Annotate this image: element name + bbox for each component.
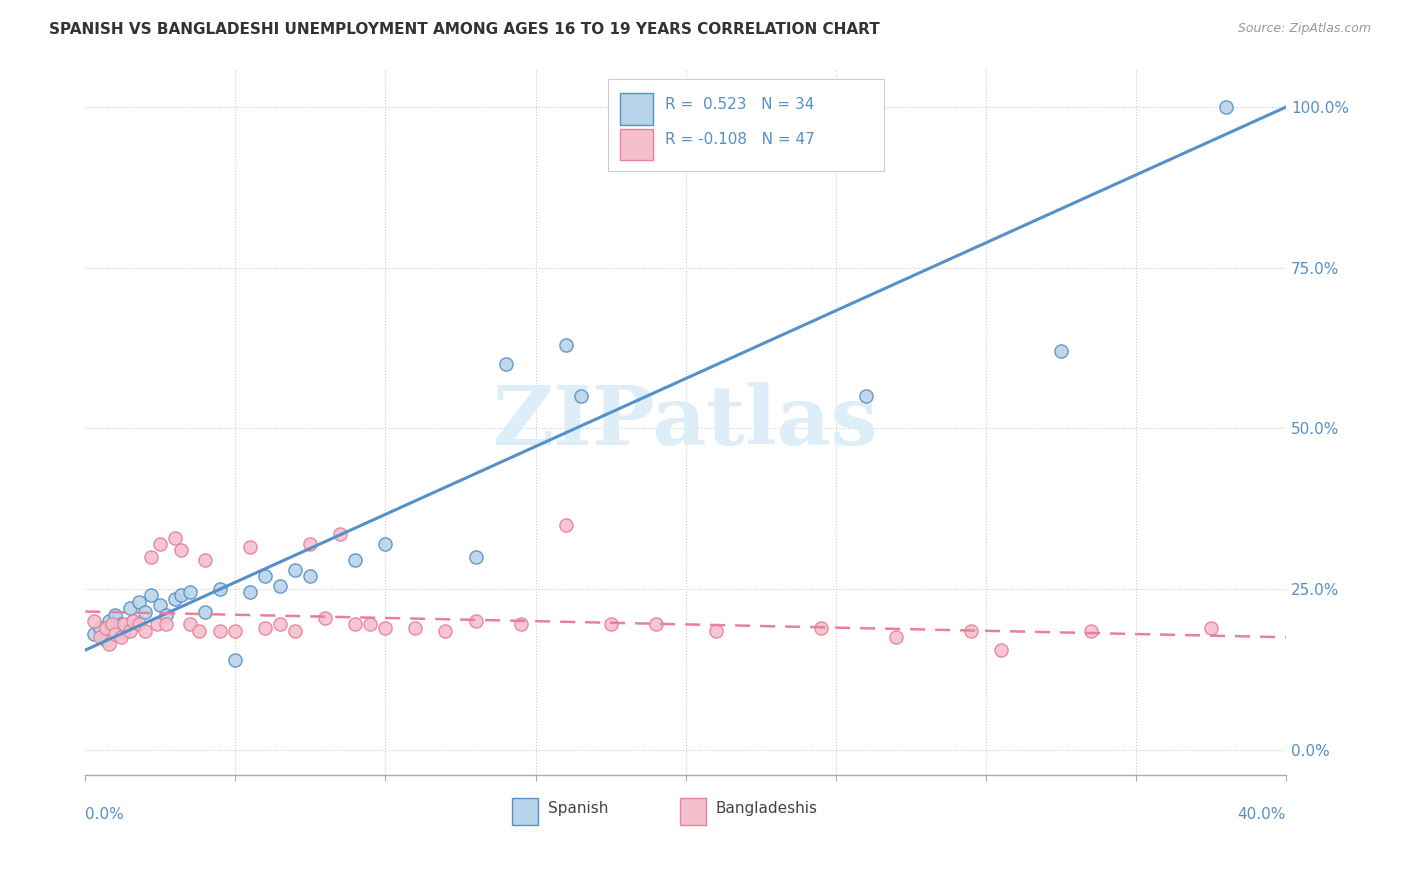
Point: [141, 589, 163, 603]
Point: [89, 630, 111, 644]
Point: [101, 617, 124, 632]
Point: [284, 563, 307, 577]
Point: [344, 617, 367, 632]
Point: [1199, 621, 1222, 635]
Point: [374, 537, 396, 551]
Point: [884, 630, 907, 644]
Point: [155, 617, 177, 632]
Point: [1215, 100, 1237, 114]
Point: [284, 624, 307, 638]
Text: Source: ZipAtlas.com: Source: ZipAtlas.com: [1237, 22, 1371, 36]
Point: [704, 624, 727, 638]
Point: [209, 624, 232, 638]
Point: [254, 621, 277, 635]
Point: [155, 607, 177, 622]
FancyBboxPatch shape: [512, 798, 538, 825]
Point: [170, 589, 193, 603]
Point: [110, 630, 132, 644]
Point: [569, 389, 592, 403]
Point: [120, 601, 142, 615]
FancyBboxPatch shape: [607, 79, 884, 171]
Point: [359, 617, 381, 632]
Point: [464, 614, 486, 628]
Point: [495, 357, 517, 371]
Point: [239, 541, 262, 555]
Point: [810, 621, 832, 635]
Point: [314, 611, 336, 625]
Point: [83, 614, 105, 628]
Point: [179, 585, 201, 599]
Point: [855, 389, 877, 403]
FancyBboxPatch shape: [620, 94, 654, 125]
Text: R = -0.108   N = 47: R = -0.108 N = 47: [665, 132, 815, 147]
Point: [209, 582, 232, 596]
Point: [959, 624, 981, 638]
Point: [188, 624, 211, 638]
Point: [122, 614, 145, 628]
Point: [329, 527, 352, 541]
Point: [96, 633, 118, 648]
Point: [122, 614, 145, 628]
Point: [990, 643, 1012, 657]
Point: [149, 537, 172, 551]
Point: [224, 624, 246, 638]
Point: [98, 637, 121, 651]
Point: [344, 553, 367, 567]
Text: Bangladeshis: Bangladeshis: [716, 801, 818, 816]
Point: [96, 621, 118, 635]
Point: [98, 614, 121, 628]
Point: [141, 549, 163, 564]
Point: [509, 617, 531, 632]
Point: [134, 624, 156, 638]
Point: [165, 591, 187, 606]
Point: [554, 338, 576, 352]
Text: 40.0%: 40.0%: [1237, 806, 1286, 822]
Point: [194, 605, 217, 619]
Point: [599, 617, 621, 632]
Point: [170, 543, 193, 558]
Point: [254, 569, 277, 583]
Point: [374, 621, 396, 635]
Point: [194, 553, 217, 567]
Point: [83, 627, 105, 641]
Point: [104, 607, 127, 622]
FancyBboxPatch shape: [620, 128, 654, 161]
Text: R =  0.523   N = 34: R = 0.523 N = 34: [665, 97, 814, 112]
Point: [112, 617, 135, 632]
Point: [434, 624, 457, 638]
Text: SPANISH VS BANGLADESHI UNEMPLOYMENT AMONG AGES 16 TO 19 YEARS CORRELATION CHART: SPANISH VS BANGLADESHI UNEMPLOYMENT AMON…: [49, 22, 880, 37]
Point: [120, 624, 142, 638]
Point: [299, 569, 322, 583]
Text: ZIPatlas: ZIPatlas: [494, 382, 879, 462]
Text: Spanish: Spanish: [547, 801, 607, 816]
Point: [405, 621, 427, 635]
Text: 0.0%: 0.0%: [86, 806, 124, 822]
Point: [128, 617, 150, 632]
Point: [104, 627, 127, 641]
Point: [239, 585, 262, 599]
Point: [554, 517, 576, 532]
Point: [1050, 344, 1073, 359]
Point: [644, 617, 666, 632]
Point: [146, 617, 169, 632]
Point: [89, 621, 111, 635]
FancyBboxPatch shape: [679, 798, 706, 825]
Point: [269, 579, 291, 593]
Point: [149, 598, 172, 612]
Point: [269, 617, 291, 632]
Point: [165, 531, 187, 545]
Point: [299, 537, 322, 551]
Point: [128, 595, 150, 609]
Point: [224, 653, 246, 667]
Point: [1080, 624, 1102, 638]
Point: [112, 624, 135, 638]
Point: [464, 549, 486, 564]
Point: [110, 617, 132, 632]
Point: [134, 605, 156, 619]
Point: [179, 617, 201, 632]
